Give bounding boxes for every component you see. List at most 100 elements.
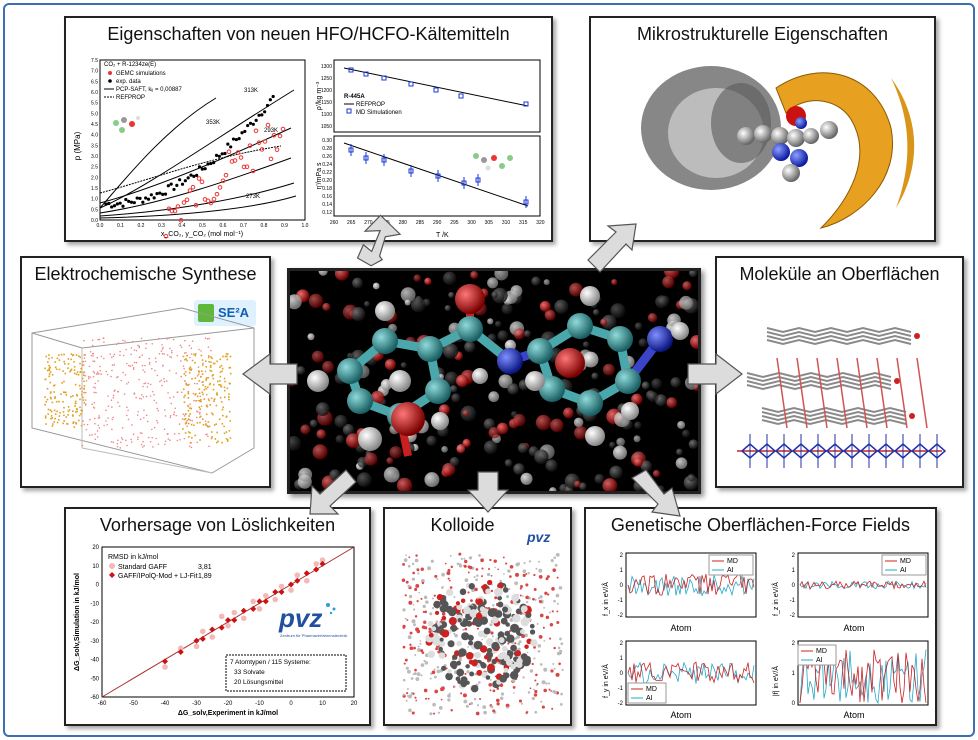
colloid-atom xyxy=(445,672,453,681)
solvent-particle xyxy=(408,600,413,605)
electrode-atom xyxy=(228,382,231,385)
microstructure-render xyxy=(641,66,915,229)
solvent-particle xyxy=(423,688,428,693)
legend-value-ipolq: 1,89 xyxy=(198,573,212,580)
solvent-particle xyxy=(402,645,406,649)
particle xyxy=(170,402,173,405)
particle xyxy=(102,337,105,340)
electrode-atom xyxy=(222,406,224,409)
particle xyxy=(99,369,102,372)
info-line-1: 33 Solvate xyxy=(234,669,265,676)
solvent-atom xyxy=(370,390,385,405)
electrode-atom xyxy=(218,418,221,421)
point-standard-gaff xyxy=(313,561,319,567)
solvent-particle xyxy=(429,712,433,716)
particle xyxy=(164,415,167,417)
particle xyxy=(98,415,100,417)
colloid-atom xyxy=(438,652,446,659)
gemc-point xyxy=(280,126,286,132)
colloid-atom xyxy=(474,651,481,659)
solvent-atom xyxy=(677,420,686,429)
particle xyxy=(204,420,207,422)
solvent-particle xyxy=(430,559,434,563)
solvent-atom xyxy=(363,300,371,307)
solvent-particle xyxy=(453,632,456,635)
solvent-particle xyxy=(420,597,423,600)
panel-title: Mikrostrukturelle Eigenschaften xyxy=(636,24,889,44)
vle-ylabel: p (MPa) xyxy=(73,131,82,160)
electrode-atom xyxy=(190,423,193,426)
electrode-atom xyxy=(48,357,50,360)
solvent-particle xyxy=(519,587,522,590)
electrode-atom xyxy=(201,418,204,421)
solvent-particle xyxy=(444,562,447,565)
electrode-atom xyxy=(53,391,55,393)
solvent-atom xyxy=(342,424,355,436)
electrode-atom xyxy=(184,418,187,420)
solvent-particle xyxy=(458,657,462,662)
particle xyxy=(123,393,126,395)
vle-ytick: 1.5 xyxy=(91,186,98,192)
solvent-particle xyxy=(412,692,415,695)
particle xyxy=(91,403,93,406)
particle xyxy=(93,372,96,374)
particle xyxy=(156,422,159,424)
density-ytick: 1300 xyxy=(321,64,332,70)
solvent-atom xyxy=(569,282,583,297)
solvent-atom xyxy=(451,393,461,403)
legend-fz: MD AI xyxy=(881,554,927,576)
electrode-atom xyxy=(80,424,83,427)
solvent-atom xyxy=(300,424,311,435)
solvent-particle xyxy=(458,563,462,566)
particle xyxy=(167,392,169,394)
electrode-atom xyxy=(72,415,74,417)
solubility-xtick: -60 xyxy=(98,701,107,707)
viscosity-xtick: 305 xyxy=(485,220,494,226)
particle xyxy=(112,416,115,419)
exp-point xyxy=(112,204,117,208)
particle xyxy=(86,423,89,426)
colloid-atom xyxy=(456,660,462,666)
particle xyxy=(116,442,119,445)
solvent-particle xyxy=(408,594,413,599)
particle xyxy=(154,357,157,359)
solvent-particle xyxy=(514,642,517,645)
colloid-atom xyxy=(484,654,489,660)
particle xyxy=(144,364,146,367)
legend-label-ipolq: GAFF/IPolQ-Mod + LJ-Fit xyxy=(118,573,198,580)
particle xyxy=(172,338,175,341)
particle xyxy=(110,399,113,402)
exp-point xyxy=(175,183,179,187)
electrode-atom xyxy=(226,355,228,358)
vle-xtick: 0.3 xyxy=(158,223,165,229)
electrode-atom xyxy=(77,355,80,357)
particle xyxy=(107,395,109,397)
particle xyxy=(200,350,202,352)
electrode-atom xyxy=(63,406,65,409)
point-standard-gaff xyxy=(250,598,256,605)
solvent-particle xyxy=(559,703,563,706)
solvent-particle xyxy=(481,638,484,641)
solvent-particle xyxy=(557,646,561,650)
solubility-ytick: -40 xyxy=(90,658,99,664)
particle xyxy=(109,353,111,355)
solvent-atom xyxy=(462,409,469,417)
particle xyxy=(94,387,97,389)
colloid-atom xyxy=(441,615,447,621)
electrode-atom xyxy=(189,432,191,434)
electrode-atom xyxy=(80,413,82,415)
electrode-atom xyxy=(199,421,201,424)
colloid-atom xyxy=(510,663,516,670)
solvent-particle xyxy=(525,583,529,587)
solvent-atom xyxy=(309,419,318,428)
particle xyxy=(127,409,129,412)
solvent-particle xyxy=(539,595,543,599)
electrode-atom xyxy=(229,355,232,358)
particle xyxy=(103,424,105,427)
electrode-atom xyxy=(193,424,195,427)
electrode-atom xyxy=(62,400,64,403)
particle xyxy=(111,406,113,408)
solvent-particle xyxy=(550,690,552,692)
solvent-atom xyxy=(582,351,599,368)
solvent-particle xyxy=(404,594,407,597)
